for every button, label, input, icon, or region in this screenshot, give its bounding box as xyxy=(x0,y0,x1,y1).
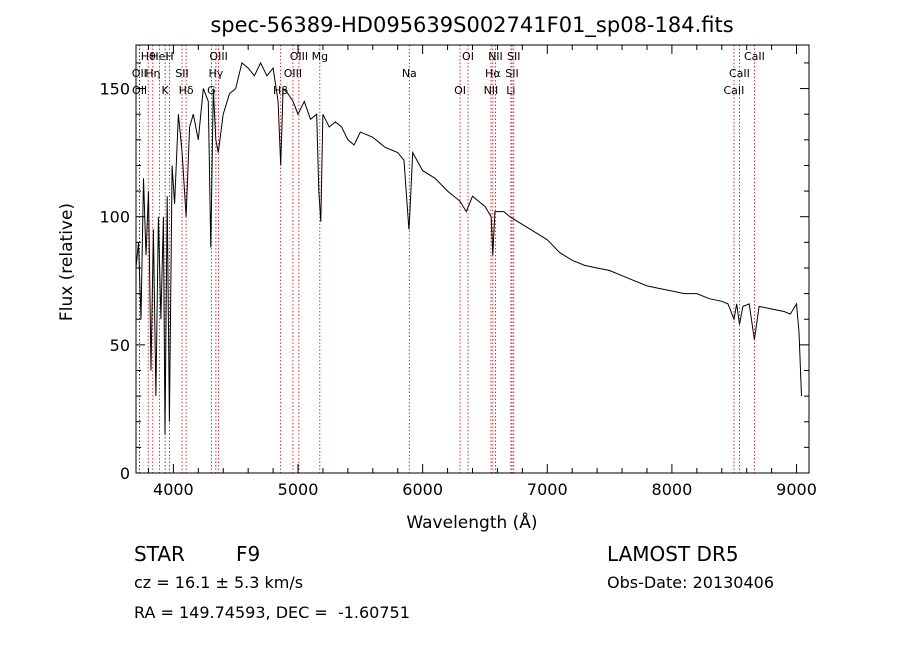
line-label: Hθ xyxy=(141,50,156,63)
line-label: Hγ xyxy=(208,67,223,80)
redshift-text: cz = 16.1 ± 5.3 km/s xyxy=(134,573,304,592)
line-label: Hδ xyxy=(179,84,194,97)
line-label: CaII xyxy=(729,67,750,80)
spectral-line-markers xyxy=(138,45,755,473)
line-label: NII xyxy=(484,84,499,97)
line-label: G xyxy=(207,84,216,97)
line-label: Li xyxy=(506,84,515,97)
line-label: OIII xyxy=(209,50,227,63)
line-label: OII xyxy=(132,84,147,97)
coordinates-text: RA = 149.74593, DEC = -1.60751 xyxy=(134,603,410,622)
x-tick-label: 7000 xyxy=(527,480,568,499)
line-label: HeI xyxy=(150,50,168,63)
line-label: OI xyxy=(462,50,474,63)
line-label: Mg xyxy=(312,50,328,63)
line-label: CaII xyxy=(744,50,765,63)
y-tick-label: 50 xyxy=(110,336,130,355)
x-axis-label: Wavelength (Å) xyxy=(406,511,537,533)
line-label: Hα xyxy=(485,67,501,80)
line-label: NII xyxy=(488,50,503,63)
x-tick-label: 6000 xyxy=(402,480,443,499)
y-tick-label: 0 xyxy=(120,464,130,483)
line-label: K xyxy=(162,84,170,97)
obs-date-text: Obs-Date: 20130406 xyxy=(607,573,775,592)
line-label: CaII xyxy=(724,84,745,97)
x-tick-label: 8000 xyxy=(652,480,693,499)
line-label: SII xyxy=(505,67,518,80)
x-tick-label: 4000 xyxy=(153,480,194,499)
x-axis: 4000 5000 6000 7000 8000 9000 xyxy=(147,45,817,499)
line-label: H xyxy=(165,50,173,63)
x-tick-label: 9000 xyxy=(776,480,817,499)
y-tick-label: 100 xyxy=(99,208,130,227)
x-tick-label: 5000 xyxy=(278,480,319,499)
line-label: Na xyxy=(402,67,417,80)
line-label: Hη xyxy=(145,67,160,80)
spectral-subclass: F9 xyxy=(236,542,261,566)
plot-frame xyxy=(135,44,810,474)
y-axis: 0 50 100 150 xyxy=(99,62,809,483)
line-label: SII xyxy=(507,50,520,63)
survey-name: LAMOST DR5 xyxy=(607,542,739,566)
y-tick-label: 150 xyxy=(99,80,130,99)
spectrum-line xyxy=(135,61,802,435)
chart-title: spec-56389-HD095639S002741F01_sp08-184.f… xyxy=(210,13,733,38)
object-class: STAR xyxy=(134,542,185,566)
spectral-line-labels: HθOIIOIIHeIHηKHSIIHδOIIIHγGOIIIOIIIHβMgN… xyxy=(132,50,765,97)
y-axis-label: Flux (relative) xyxy=(57,203,77,321)
line-label: SII xyxy=(175,67,188,80)
line-label: OIII xyxy=(284,67,302,80)
line-label: OI xyxy=(454,84,466,97)
line-label: OIII xyxy=(290,50,308,63)
